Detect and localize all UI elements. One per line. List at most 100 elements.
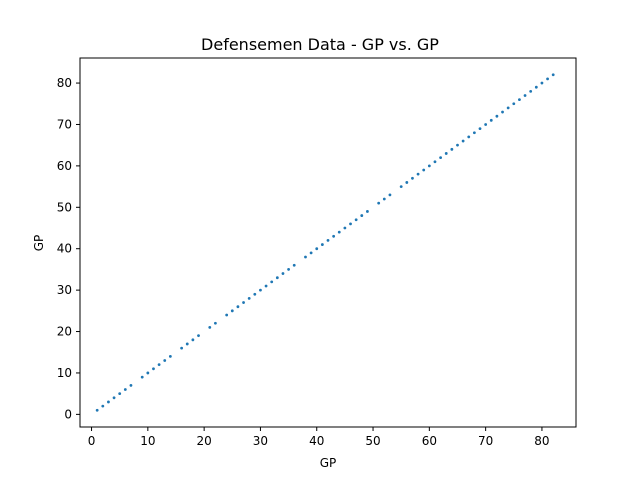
data-point (326, 239, 330, 242)
data-point (416, 172, 420, 176)
data-point (399, 185, 403, 188)
data-point (450, 147, 454, 151)
data-point (444, 152, 448, 155)
data-point (512, 102, 516, 106)
data-point (456, 143, 459, 147)
y-axis-label: GP (32, 235, 46, 252)
data-point (377, 201, 381, 205)
x-tick-label: 30 (253, 434, 268, 448)
data-point (163, 359, 167, 362)
data-point (270, 280, 274, 284)
x-tick-label: 10 (140, 434, 155, 448)
data-point (146, 371, 150, 375)
x-tick-label: 20 (196, 434, 211, 448)
data-point (523, 94, 527, 97)
data-point (433, 160, 437, 164)
y-tick-label: 0 (64, 407, 72, 421)
x-axis-label: GP (320, 456, 337, 470)
data-point (484, 123, 488, 126)
data-point (264, 284, 268, 288)
data-point (236, 305, 240, 309)
data-point (242, 301, 245, 304)
x-tick-label: 40 (309, 434, 324, 448)
data-point (489, 118, 493, 122)
y-tick-label: 30 (57, 283, 72, 297)
data-point (320, 243, 324, 246)
data-point (275, 276, 279, 280)
data-point (366, 210, 369, 213)
x-tick-label: 80 (534, 434, 549, 448)
y-axis-ticks: 0 10 20 30 40 50 60 70 80 (57, 76, 80, 421)
data-point (287, 268, 290, 271)
x-tick-label: 70 (478, 434, 493, 448)
y-tick-label: 10 (57, 366, 72, 380)
data-point (411, 176, 414, 180)
data-point (191, 338, 195, 342)
y-tick-label: 40 (57, 242, 72, 256)
data-point (546, 77, 549, 81)
data-point (140, 375, 144, 379)
data-point (354, 218, 358, 222)
data-point (230, 309, 234, 313)
x-tick-label: 50 (365, 434, 380, 448)
data-point (157, 363, 161, 367)
data-point (315, 247, 319, 251)
y-tick-label: 70 (57, 117, 72, 131)
data-point (309, 251, 313, 255)
y-tick-label: 60 (57, 159, 72, 173)
data-point (501, 110, 504, 114)
x-axis-ticks: 0 10 20 30 40 50 60 70 80 (88, 427, 550, 448)
data-point (253, 292, 257, 296)
data-point (467, 135, 471, 139)
x-tick-label: 60 (422, 434, 437, 448)
data-point (518, 98, 521, 102)
x-tick-label: 0 (88, 434, 96, 448)
data-point (382, 197, 386, 201)
data-point (107, 400, 110, 404)
data-point (168, 354, 172, 358)
y-tick-label: 50 (57, 200, 72, 214)
data-point (337, 230, 341, 234)
data-point (123, 388, 127, 391)
data-point (534, 85, 538, 89)
data-point (112, 396, 116, 400)
data-point (180, 346, 184, 350)
data-point (129, 383, 133, 387)
data-point (281, 272, 285, 275)
points-layer (95, 73, 555, 412)
data-point (304, 255, 307, 259)
data-point (214, 321, 217, 325)
data-point (388, 193, 392, 197)
data-point (152, 367, 155, 371)
chart-title: Defensemen Data - GP vs. GP (201, 35, 439, 54)
y-tick-label: 80 (57, 76, 72, 90)
data-point (101, 404, 105, 408)
data-point (247, 297, 251, 300)
data-point (292, 263, 296, 267)
data-point (225, 313, 229, 317)
data-point (259, 288, 262, 292)
data-point (427, 164, 431, 168)
data-point (472, 131, 476, 135)
data-point (332, 234, 336, 238)
data-point (529, 89, 533, 93)
y-tick-label: 20 (57, 325, 72, 339)
data-point (208, 326, 212, 329)
data-point (118, 392, 122, 396)
data-point (360, 214, 364, 217)
data-point (197, 334, 200, 338)
data-point (349, 222, 352, 226)
data-point (551, 73, 555, 77)
data-point (405, 181, 409, 184)
data-point (439, 156, 442, 160)
data-point (422, 168, 426, 172)
data-point (95, 408, 99, 412)
data-point (185, 342, 189, 346)
data-point (506, 106, 510, 110)
data-point (461, 139, 465, 143)
plot-frame (79, 57, 577, 428)
data-point (495, 114, 499, 118)
